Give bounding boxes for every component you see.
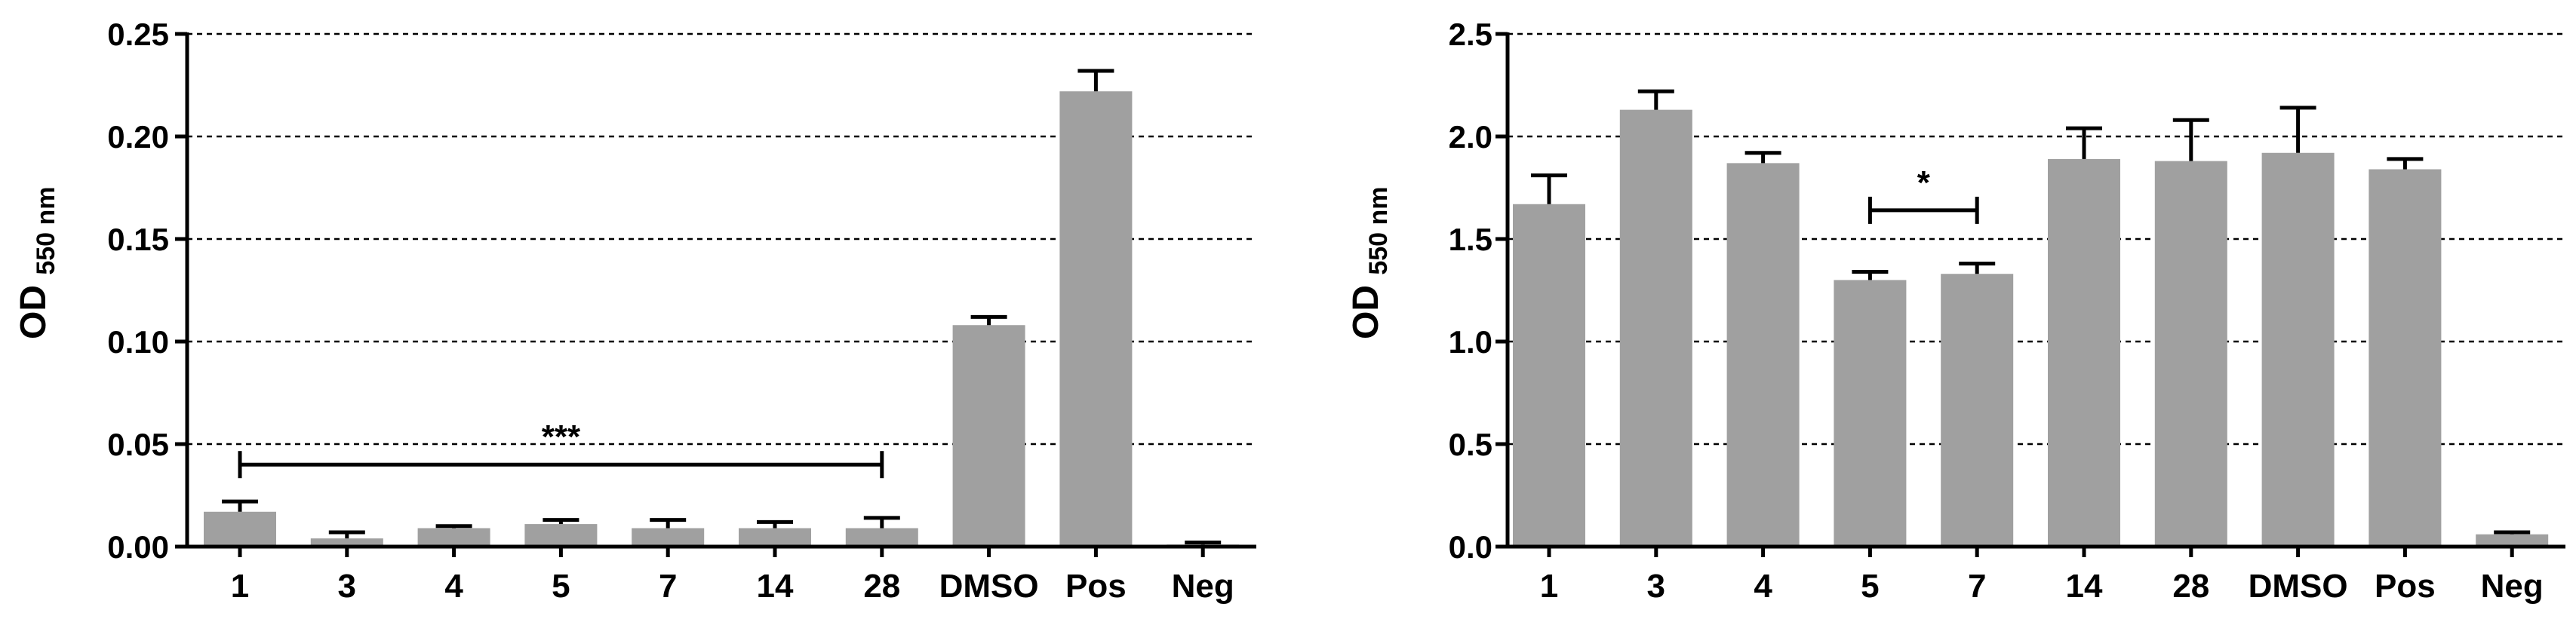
right-chart-panel: 0.0 0.5 1.0 1.5 2.0 2.5 1 3 4 5 7 14 28 DMSO Pos Neg OD … [1346, 17, 2565, 605]
bar-3 [310, 538, 383, 547]
x-tick-label: 5 [1861, 568, 1879, 605]
significance-label: * [1917, 164, 1931, 201]
y-tick-label: 0.5 [1449, 427, 1492, 462]
bar-Pos [2369, 169, 2442, 547]
bar-4 [417, 528, 490, 547]
bar-7 [632, 528, 705, 547]
x-tick-label: 3 [338, 568, 356, 605]
y-tick-label: 0.10 [107, 324, 169, 360]
x-tick-label: Neg [1172, 568, 1234, 605]
x-tick-label: Pos [2375, 568, 2436, 605]
y-tick-label: 2.5 [1449, 17, 1492, 52]
y-tick-label: 0.00 [107, 529, 169, 565]
bar-28 [845, 528, 918, 547]
bar-Pos [1059, 91, 1133, 547]
bar-1 [204, 511, 276, 547]
bar-Neg [2476, 534, 2549, 547]
bar-14 [2048, 158, 2120, 547]
x-tick-label: 1 [1540, 568, 1558, 605]
bar-1 [1513, 204, 1585, 547]
x-tick-label: 14 [757, 568, 794, 605]
bar-5 [1834, 280, 1907, 547]
x-tick-label: 3 [1647, 568, 1665, 605]
x-tick-label: 4 [1754, 568, 1772, 605]
bar-DMSO [2261, 152, 2335, 547]
x-tick-label: 5 [552, 568, 570, 605]
x-tick-label: 28 [2172, 568, 2209, 605]
y-tick-label: 0.0 [1449, 529, 1492, 565]
y-tick-label: 0.20 [107, 119, 169, 155]
bar-5 [524, 524, 598, 547]
x-tick-label: Neg [2481, 568, 2544, 605]
bar-DMSO [952, 325, 1025, 547]
significance-label: *** [542, 418, 581, 455]
y-tick-label: 1.5 [1449, 222, 1492, 257]
x-tick-label: 14 [2066, 568, 2103, 605]
bar-28 [2154, 161, 2227, 547]
x-tick-label: DMSO [2249, 568, 2348, 605]
x-tick-label: 28 [863, 568, 900, 605]
x-tick-label: Pos [1065, 568, 1127, 605]
left-chart-panel: 0.00 0.05 0.10 0.15 0.20 0.25 1 3 4 5 7 14 28 DMSO Pos… [14, 17, 1256, 605]
bar-4 [1726, 163, 1800, 547]
bar-3 [1619, 109, 1692, 547]
x-tick-label: 7 [659, 568, 677, 605]
y-tick-label: 0.05 [107, 427, 169, 462]
y-tick-label: 2.0 [1449, 119, 1492, 155]
y-tick-label: 0.15 [107, 222, 169, 257]
y-tick-label: 1.0 [1449, 324, 1492, 360]
x-tick-label: DMSO [939, 568, 1039, 605]
bar-14 [739, 528, 811, 547]
x-tick-label: 7 [1968, 568, 1986, 605]
y-axis-label: OD 550 nm [1346, 186, 1393, 339]
x-tick-label: 1 [231, 568, 249, 605]
y-tick-label: 0.25 [107, 17, 169, 52]
bar-7 [1941, 274, 2014, 547]
x-tick-label: 4 [444, 568, 463, 605]
y-axis-label: OD 550 nm [14, 186, 60, 339]
